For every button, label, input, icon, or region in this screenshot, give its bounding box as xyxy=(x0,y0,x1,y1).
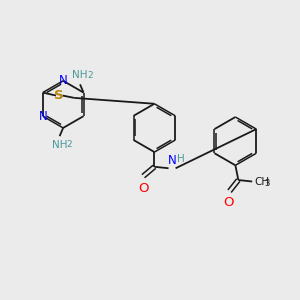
Text: O: O xyxy=(224,196,234,209)
Text: NH: NH xyxy=(52,140,68,150)
Text: 2: 2 xyxy=(67,140,72,149)
Text: NH: NH xyxy=(72,70,88,80)
Text: CH: CH xyxy=(255,176,270,187)
Text: S: S xyxy=(54,89,64,102)
Text: N: N xyxy=(168,154,176,167)
Text: N: N xyxy=(59,74,68,87)
Text: N: N xyxy=(39,110,48,123)
Text: H: H xyxy=(177,154,185,164)
Text: 3: 3 xyxy=(264,179,270,188)
Text: 2: 2 xyxy=(87,71,93,80)
Text: O: O xyxy=(138,182,148,194)
